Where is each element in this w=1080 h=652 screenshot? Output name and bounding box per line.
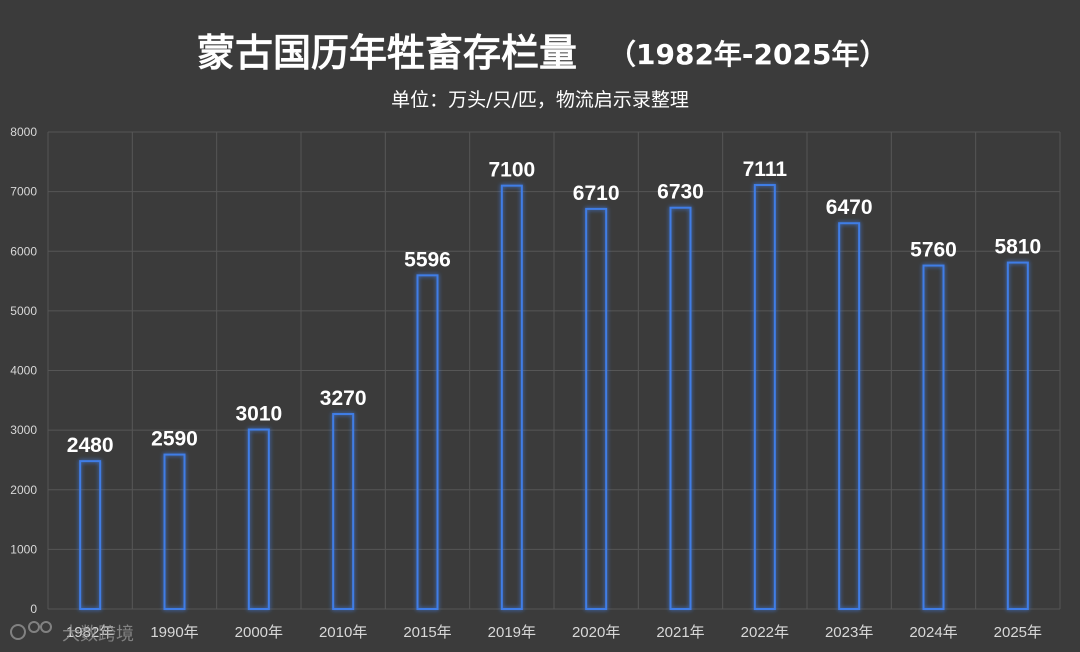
y-tick-label: 8000 xyxy=(10,125,37,139)
x-tick-label: 2010年 xyxy=(319,624,367,641)
x-tick-label: 2025年 xyxy=(994,624,1042,641)
y-tick-label: 5000 xyxy=(10,304,37,318)
data-label: 3270 xyxy=(320,387,367,410)
gridlines xyxy=(48,132,1060,609)
chart-title: 蒙古国历年牲畜存栏量 xyxy=(197,31,577,75)
chart-title-range: （1982年-2025年） xyxy=(608,38,887,71)
x-tick-label: 2023年 xyxy=(825,624,873,641)
data-label: 7100 xyxy=(488,159,535,182)
data-label: 3010 xyxy=(235,403,282,426)
bar xyxy=(249,430,269,609)
x-tick-label: 2000年 xyxy=(235,624,283,641)
bar xyxy=(924,266,944,609)
x-tick-label: 2022年 xyxy=(741,624,789,641)
y-tick-label: 4000 xyxy=(10,364,37,378)
x-axis-ticks: 1982年1990年2000年2010年2015年2019年2020年2021年… xyxy=(66,624,1042,641)
bar xyxy=(839,223,859,609)
data-label: 6710 xyxy=(573,182,620,205)
y-tick-label: 7000 xyxy=(10,185,37,199)
x-tick-label: 2019年 xyxy=(488,624,536,641)
y-tick-label: 1000 xyxy=(10,542,37,556)
data-label: 2480 xyxy=(67,434,114,457)
x-tick-label: 2021年 xyxy=(656,624,704,641)
bar xyxy=(671,208,691,609)
y-tick-label: 6000 xyxy=(10,244,37,258)
bar xyxy=(333,414,353,609)
watermark-text: 大数跨境 xyxy=(62,624,134,645)
bar xyxy=(80,461,100,609)
y-tick-label: 2000 xyxy=(10,483,37,497)
bar xyxy=(418,275,438,609)
y-tick-label: 0 xyxy=(30,602,37,616)
data-label: 6470 xyxy=(826,196,873,219)
y-tick-label: 3000 xyxy=(10,423,37,437)
data-label: 5810 xyxy=(994,236,1041,259)
x-tick-label: 1990年 xyxy=(150,624,198,641)
data-label: 2590 xyxy=(151,428,198,451)
x-tick-label: 2015年 xyxy=(403,624,451,641)
data-label: 6730 xyxy=(657,181,704,204)
bar xyxy=(165,455,185,609)
y-axis-ticks: 0 1000 2000 3000 4000 5000 6000 7000 8000 xyxy=(10,125,37,616)
x-tick-label: 2024年 xyxy=(909,624,957,641)
data-label: 7111 xyxy=(743,158,788,181)
x-tick-label: 2020年 xyxy=(572,624,620,641)
data-label: 5760 xyxy=(910,239,957,262)
bar xyxy=(502,186,522,609)
watermark-logo: 大数跨境 xyxy=(11,622,134,645)
data-label: 5596 xyxy=(404,248,451,271)
bar xyxy=(755,185,775,609)
chart-subtitle: 单位：万头/只/匹，物流启示录整理 xyxy=(391,89,689,111)
bar xyxy=(1008,263,1028,609)
